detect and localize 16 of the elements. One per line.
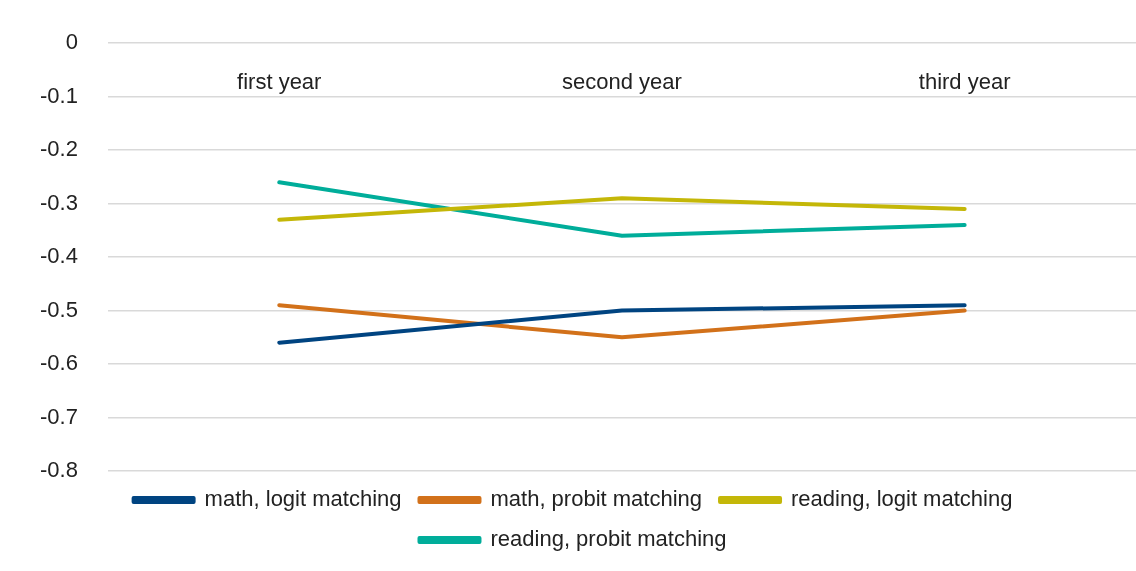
x-tick-label: second year: [562, 69, 682, 95]
y-tick-label: -0.2: [39, 136, 78, 162]
y-tick-label: 0: [65, 29, 78, 55]
y-tick-label: -0.8: [39, 457, 78, 483]
legend-label: math, logit matching: [204, 486, 402, 512]
y-tick-label: -0.1: [39, 82, 78, 108]
legend-label: reading, probit matching: [490, 526, 727, 552]
y-tick-label: -0.7: [39, 403, 78, 429]
x-tick-label: first year: [237, 69, 322, 95]
x-tick-label: third year: [918, 69, 1011, 95]
y-tick-label: -0.6: [39, 350, 78, 376]
y-tick-label: -0.4: [39, 243, 78, 269]
y-tick-label: -0.3: [39, 189, 78, 215]
y-tick-label: -0.5: [39, 296, 78, 322]
legend-label: math, probit matching: [490, 486, 703, 512]
legend-label: reading, logit matching: [791, 486, 1013, 512]
